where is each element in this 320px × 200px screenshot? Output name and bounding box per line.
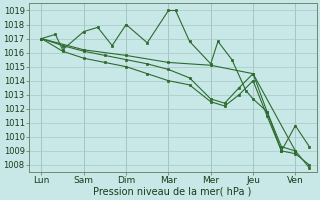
X-axis label: Pression niveau de la mer( hPa ): Pression niveau de la mer( hPa ) (93, 187, 252, 197)
